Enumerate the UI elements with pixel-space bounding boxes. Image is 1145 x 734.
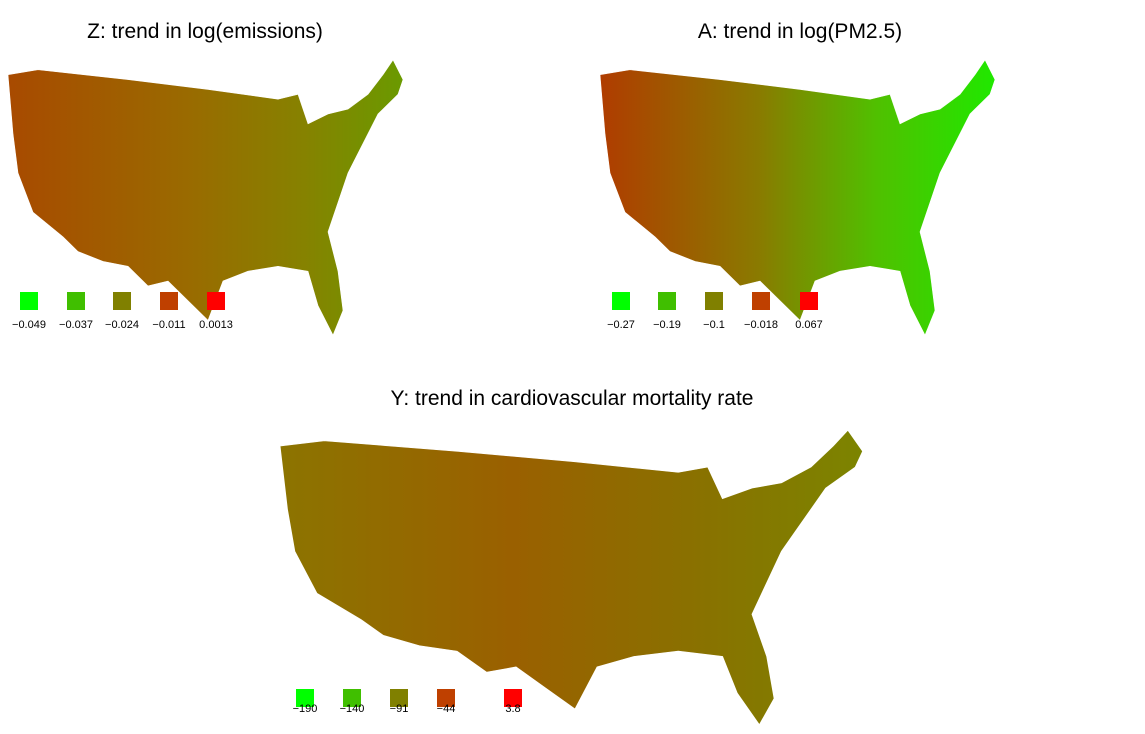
legend-label: −0.1 — [703, 319, 725, 331]
legend-swatch — [752, 292, 770, 310]
legend-label: 0.067 — [795, 319, 823, 331]
legend-label: −44 — [437, 703, 456, 715]
figure: Z: trend in log(emissions) A: trend in l… — [0, 0, 1145, 734]
legend-label: −0.049 — [12, 319, 46, 331]
legend-label: −0.018 — [744, 319, 778, 331]
legend-swatch — [658, 292, 676, 310]
legend-label: −0.27 — [607, 319, 635, 331]
legend-swatch — [800, 292, 818, 310]
legend-swatch — [67, 292, 85, 310]
legend-swatch — [705, 292, 723, 310]
panel-title: A: trend in log(PM2.5) — [698, 20, 902, 43]
legend-label: 0.0013 — [199, 319, 233, 331]
legend-swatch — [20, 292, 38, 310]
legend-label: −0.037 — [59, 319, 93, 331]
legend-label: 3.8 — [505, 703, 520, 715]
county-map — [280, 430, 863, 724]
legend-swatch — [160, 292, 178, 310]
legend-label: −0.024 — [105, 319, 139, 331]
legend-label: −0.011 — [152, 319, 185, 331]
legend-label: −140 — [340, 703, 365, 715]
panel-title: Y: trend in cardiovascular mortality rat… — [391, 387, 754, 410]
panel-title: Z: trend in log(emissions) — [87, 20, 323, 43]
legend-swatch — [207, 292, 225, 310]
legend-label: −190 — [293, 703, 318, 715]
legend-label: −91 — [390, 703, 409, 715]
legend-swatch — [612, 292, 630, 310]
legend-swatch — [113, 292, 131, 310]
legend-label: −0.19 — [653, 319, 681, 331]
